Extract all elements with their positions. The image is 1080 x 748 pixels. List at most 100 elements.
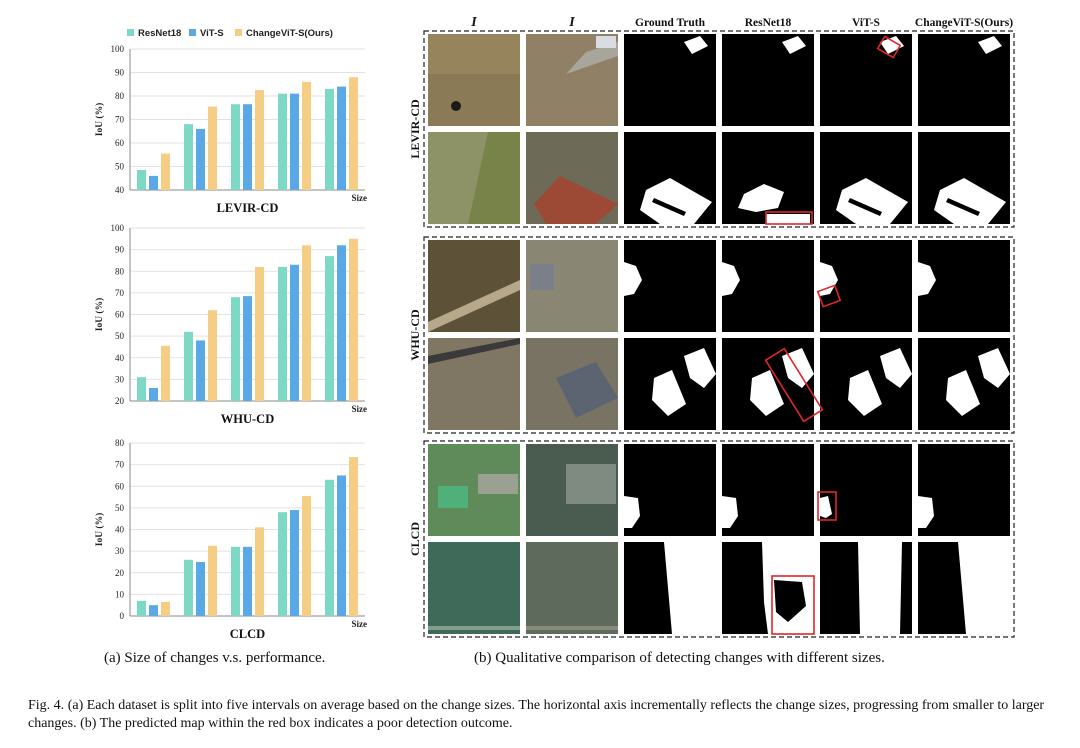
red-box-poor-detection [764, 347, 824, 423]
chart-title: LEVIR-CD [217, 201, 279, 215]
bar-changevit-s-ours- [349, 238, 358, 401]
bar-changevit-s-ours- [161, 345, 170, 401]
bar-changevit-s-ours- [349, 457, 358, 616]
bar-vit-s [290, 510, 299, 616]
y-tick-label: 40 [115, 525, 125, 535]
y-axis-label: IoU (%) [94, 103, 105, 137]
change-map [624, 34, 716, 126]
dataset-group-box [423, 440, 1015, 638]
bar-vit-s [149, 605, 158, 616]
red-box-poor-detection [876, 35, 902, 59]
red-box-poor-detection [765, 211, 813, 225]
bar-resnet18 [184, 124, 193, 190]
bar-changevit-s-ours- [255, 266, 264, 401]
figure-text: (a) Each dataset is split into five inte… [28, 698, 1045, 731]
change-map [722, 542, 814, 634]
x-axis-label: Size [352, 193, 368, 203]
chart-title: CLCD [230, 627, 265, 641]
dataset-group-box [423, 30, 1015, 228]
x-axis-label: Size [352, 619, 368, 629]
bar-chart-whu-cd: 20 30 40 50 60 70 80 90 100 IoU (%) Size WHU-CD [94, 223, 367, 426]
y-tick-label: 60 [115, 481, 125, 491]
bar-changevit-s-ours- [208, 310, 217, 401]
bar-resnet18 [325, 479, 334, 616]
y-tick-label: 40 [115, 353, 125, 363]
y-tick-label: 70 [115, 115, 125, 125]
change-map [722, 240, 814, 332]
bar-vit-s [337, 475, 346, 616]
bar-changevit-s-ours- [208, 106, 217, 190]
bar-vit-s [149, 388, 158, 401]
change-map [918, 444, 1010, 536]
bar-resnet18 [325, 256, 334, 401]
bar-resnet18 [231, 104, 240, 190]
y-tick-label: 50 [115, 503, 125, 513]
y-tick-label: 40 [115, 185, 125, 195]
y-tick-label: 50 [115, 162, 125, 172]
change-map [918, 542, 1010, 634]
bar-vit-s [196, 340, 205, 401]
change-map [722, 338, 814, 430]
dataset-group-box [423, 236, 1015, 434]
caption-a: (a) Size of changes v.s. performance. [104, 650, 326, 666]
bar-vit-s [337, 245, 346, 401]
bar-resnet18 [231, 546, 240, 616]
figure-label: Fig. 4. [28, 698, 65, 713]
y-tick-label: 100 [111, 44, 125, 54]
y-tick-label: 20 [115, 396, 125, 406]
bar-resnet18 [137, 600, 146, 616]
legend-item-changevit-s: ChangeViT-S(Ours) [235, 28, 333, 39]
y-tick-label: 80 [115, 266, 125, 276]
bar-vit-s [337, 86, 346, 190]
bar-vit-s [290, 93, 299, 190]
column-header-i1: I [470, 15, 477, 30]
legend-swatch [235, 29, 242, 36]
bar-changevit-s-ours- [349, 77, 358, 190]
red-box-poor-detection [771, 575, 815, 635]
bar-changevit-s-ours- [302, 81, 311, 190]
y-tick-label: 10 [115, 589, 125, 599]
bar-vit-s [196, 561, 205, 616]
bar-changevit-s-ours- [255, 527, 264, 616]
chart-title: WHU-CD [221, 412, 274, 426]
change-map [624, 240, 716, 332]
change-map [918, 34, 1010, 126]
legend-item-resnet18: ResNet18 [127, 28, 181, 39]
change-map [820, 34, 912, 126]
y-tick-label: 30 [115, 374, 125, 384]
y-tick-label: 100 [111, 223, 125, 233]
bar-chart-levir-cd: 40 50 60 70 80 90 100 IoU (%) Size LEVIR-CD [94, 44, 368, 215]
y-tick-label: 20 [115, 568, 125, 578]
bar-changevit-s-ours- [161, 601, 170, 616]
bar-resnet18 [231, 297, 240, 401]
bar-resnet18 [278, 93, 287, 190]
change-map [722, 34, 814, 126]
bar-vit-s [149, 175, 158, 190]
bar-vit-s [290, 264, 299, 401]
legend-item-vit-s: ViT-S [189, 28, 224, 39]
bar-resnet18 [137, 377, 146, 401]
y-tick-label: 70 [115, 288, 125, 298]
legend-swatch [127, 29, 134, 36]
dataset-row-label: LEVIR-CD [408, 99, 422, 159]
qualitative-comparison-grid: I1I2Ground TruthResNet18ViT-SChangeViT-S… [408, 15, 1015, 638]
bar-chart-clcd: 0 10 20 30 40 50 60 70 80 IoU (%) Size CLCD [94, 438, 368, 641]
column-header: ChangeViT-S(Ours) [915, 17, 1013, 29]
change-map [918, 132, 1010, 224]
image-i1 [428, 542, 520, 634]
change-map [624, 542, 716, 634]
bar-resnet18 [184, 559, 193, 616]
bar-resnet18 [278, 266, 287, 401]
column-header: ViT-S [852, 17, 880, 29]
column-header: Ground Truth [635, 17, 706, 29]
y-tick-label: 90 [115, 68, 125, 78]
column-header: ResNet18 [745, 17, 792, 29]
change-map [722, 132, 814, 224]
red-box-poor-detection [817, 491, 837, 521]
y-tick-label: 90 [115, 245, 125, 255]
bar-vit-s [196, 128, 205, 190]
figure-caption: Fig. 4. (a) Each dataset is split into f… [28, 697, 1080, 733]
change-map [918, 338, 1010, 430]
bar-resnet18 [278, 512, 287, 616]
y-tick-label: 0 [120, 611, 125, 621]
